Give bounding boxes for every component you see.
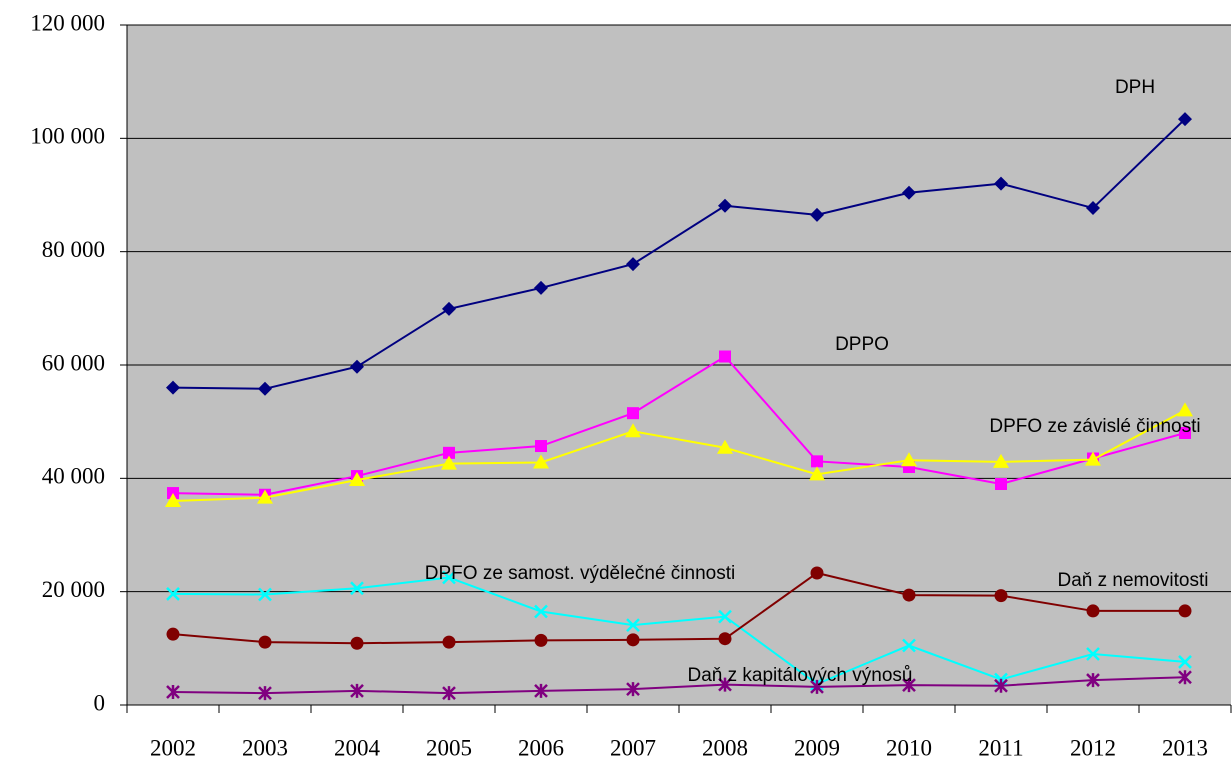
marker (1178, 604, 1192, 618)
marker (626, 682, 640, 697)
marker (442, 301, 456, 316)
marker (717, 439, 733, 454)
marker (258, 686, 272, 701)
x-tick-label: 2012 (1070, 735, 1116, 760)
marker (442, 635, 456, 649)
y-tick-label: 20 000 (42, 577, 105, 602)
series-label: DPFO ze samost. výdělečné činnosti (425, 563, 735, 584)
series-line (172, 676, 1186, 695)
marker (902, 678, 916, 693)
marker (902, 638, 916, 653)
marker (350, 581, 364, 596)
series-line (172, 355, 1186, 496)
marker (350, 636, 364, 650)
marker (902, 588, 916, 602)
marker (626, 618, 640, 632)
marker (1086, 201, 1100, 216)
marker (1178, 112, 1192, 127)
y-tick-label: 60 000 (42, 350, 105, 375)
marker (257, 489, 273, 504)
marker (166, 587, 180, 601)
series-label: DPH (1115, 77, 1155, 98)
marker (166, 627, 180, 641)
marker (719, 350, 731, 363)
marker (625, 423, 641, 438)
marker (810, 566, 824, 580)
marker (810, 207, 824, 222)
marker (1086, 647, 1100, 661)
marker (534, 280, 548, 295)
y-tick-label: 120 000 (30, 10, 105, 35)
marker (534, 604, 548, 619)
marker (626, 633, 640, 647)
marker (350, 359, 364, 374)
marker (994, 678, 1008, 693)
marker (718, 677, 732, 692)
x-tick-label: 2013 (1162, 735, 1208, 760)
marker (993, 453, 1009, 468)
x-tick-label: 2003 (242, 735, 288, 760)
marker (718, 609, 732, 624)
x-tick-label: 2011 (978, 735, 1023, 760)
y-tick-label: 100 000 (30, 124, 105, 149)
series-line (172, 118, 1186, 390)
marker (718, 632, 732, 646)
marker (349, 472, 365, 487)
marker (626, 257, 640, 272)
marker (442, 686, 456, 701)
marker (1085, 451, 1101, 466)
y-tick-label: 0 (94, 690, 106, 715)
x-tick-label: 2008 (702, 735, 748, 760)
marker (533, 454, 549, 469)
marker (995, 478, 1007, 490)
x-tick-label: 2010 (886, 735, 932, 760)
marker (901, 452, 917, 467)
marker (994, 176, 1008, 191)
y-tick-label: 80 000 (42, 237, 105, 262)
marker (1179, 427, 1191, 439)
marker (1178, 655, 1192, 669)
marker (350, 683, 364, 698)
marker (534, 683, 548, 698)
marker (442, 570, 456, 585)
marker (994, 589, 1008, 603)
series-label: DPFO ze závislé činnosti (989, 416, 1200, 437)
marker (258, 381, 272, 396)
marker (1178, 670, 1192, 685)
series-line (172, 576, 1186, 686)
marker (535, 440, 547, 453)
marker (810, 679, 824, 694)
series-label: Daň z nemovitosti (1057, 570, 1208, 591)
marker (534, 633, 548, 647)
marker (627, 407, 639, 420)
marker (258, 587, 272, 602)
series-line (172, 571, 1185, 645)
x-tick-label: 2002 (150, 735, 196, 760)
marker (1086, 673, 1100, 688)
marker (443, 446, 455, 459)
y-tick-label: 40 000 (42, 464, 105, 489)
marker (258, 635, 272, 649)
x-tick-label: 2006 (518, 735, 564, 760)
marker (902, 185, 916, 200)
marker (441, 455, 457, 470)
marker (165, 493, 181, 507)
x-tick-label: 2009 (794, 735, 840, 760)
x-tick-label: 2004 (334, 735, 381, 760)
series-line (172, 409, 1186, 502)
x-tick-label: 2007 (610, 735, 656, 760)
marker (1177, 402, 1193, 417)
marker (166, 380, 180, 395)
marker (809, 466, 825, 481)
marker (166, 684, 180, 699)
marker (1086, 604, 1100, 618)
x-tick-label: 2005 (426, 735, 472, 760)
series-label: Daň z kapitálových výnosů (688, 665, 913, 686)
marker (718, 198, 732, 213)
marker (811, 455, 823, 468)
series-label: DPPO (835, 334, 889, 355)
